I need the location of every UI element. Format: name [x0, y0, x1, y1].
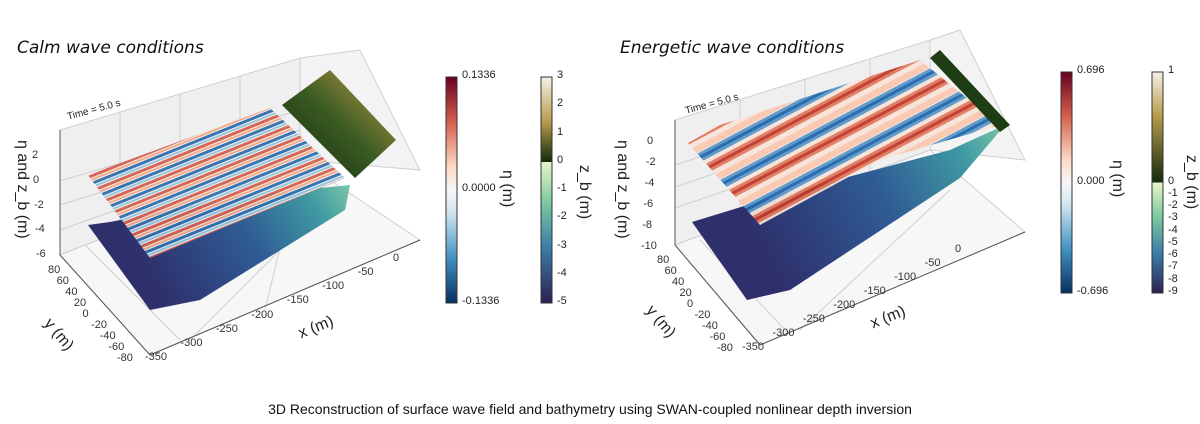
y-tick-label: -20 — [694, 309, 711, 321]
z-tick-label: -4 — [35, 223, 45, 236]
zb-colorbar-tick: -2 — [557, 210, 567, 223]
x-tick-label: -150 — [286, 294, 309, 307]
x-tick-label: -50 — [357, 266, 374, 279]
z-tick-label: 0 — [33, 173, 40, 186]
eta-colorbar-tick: 0.000 — [1077, 174, 1105, 187]
y-tick-label: -80 — [717, 342, 733, 354]
z-tick-label: -4 — [644, 177, 655, 189]
right-zb-colorbar — [1151, 71, 1164, 294]
x-tick-label: -350 — [742, 341, 765, 353]
z-tick-label: -6 — [643, 198, 654, 210]
y-tick-label: -60 — [709, 331, 726, 343]
y-tick-label: 20 — [73, 297, 87, 309]
left-eta-colorbar — [445, 76, 458, 304]
zb-colorbar-tick: -6 — [1168, 248, 1178, 261]
zb-colorbar-tick: -7 — [1168, 260, 1178, 273]
y-tick-label: 40 — [65, 286, 78, 298]
left-panel-title: Calm wave conditions — [17, 38, 204, 58]
eta-colorbar-tick: 0.0000 — [462, 182, 496, 194]
eta-colorbar-tick: -0.696 — [1077, 285, 1109, 297]
zb-colorbar-tick: -5 — [1168, 235, 1178, 248]
y-tick-label: -60 — [108, 341, 125, 353]
right-wave-surface — [688, 60, 1000, 225]
x-tick-label: -300 — [772, 327, 795, 339]
left-zb-colorbar — [540, 76, 553, 304]
x-tick-label: -250 — [215, 322, 238, 335]
x-tick-label: 0 — [955, 243, 962, 255]
zb-colorbar-tick: 1 — [1168, 64, 1175, 76]
zb-colorbar-tick: -5 — [557, 295, 567, 307]
right-bathymetry-surface — [692, 125, 1005, 300]
zb-colorbar-tick: 0 — [1168, 174, 1175, 187]
zb-colorbar-tick: -2 — [1168, 199, 1178, 212]
y-tick-label: 0 — [687, 298, 694, 310]
eta-colorbar-label: η (m) — [1109, 160, 1126, 198]
zb-colorbar-label: z_b (m) — [576, 165, 593, 220]
y-tick-label: -40 — [702, 320, 718, 332]
eta-colorbar-label: η (m) — [499, 170, 516, 208]
z-tick-label: -6 — [36, 248, 46, 260]
y-tick-label: -80 — [117, 352, 133, 364]
zb-colorbar-tick: 0 — [557, 153, 564, 166]
x-tick-label: -250 — [802, 313, 825, 325]
y-tick-label: 20 — [679, 287, 692, 299]
x-tick-label: -300 — [180, 336, 203, 349]
y-tick-label: 40 — [672, 276, 685, 288]
zb-colorbar-label: z_b (m) — [1183, 155, 1200, 210]
x-tick-label: -200 — [251, 308, 274, 321]
y-tick-label: 60 — [56, 275, 69, 287]
zb-colorbar-tick: -1 — [1168, 186, 1178, 199]
x-tick-label: -150 — [863, 285, 886, 297]
eta-colorbar-tick: 0.696 — [1077, 64, 1105, 76]
y-tick-label: 80 — [657, 254, 670, 266]
zb-colorbar-tick: 3 — [557, 69, 564, 81]
x-tick-label: 0 — [393, 252, 400, 264]
right-eta-colorbar — [1060, 71, 1073, 294]
eta-colorbar-tick: -0.1336 — [462, 295, 500, 307]
z-tick-label: -2 — [645, 156, 656, 168]
y-tick-label: 0 — [82, 308, 89, 320]
z-tick-label: 0 — [647, 135, 654, 147]
zb-colorbar-tick: -1 — [557, 182, 567, 194]
z-axis-label: η and z_b (m) — [14, 140, 31, 239]
x-tick-label: -50 — [924, 257, 941, 269]
z-tick-label: -2 — [34, 198, 44, 211]
zb-colorbar-tick: -3 — [557, 238, 567, 251]
x-tick-label: -350 — [145, 351, 168, 363]
z-tick-label: 2 — [32, 149, 39, 161]
x-tick-label: -200 — [833, 299, 856, 311]
left-wave-surface — [88, 108, 345, 258]
figure-caption: 3D Reconstruction of surface wave field … — [268, 401, 912, 417]
zb-colorbar-tick: -4 — [557, 266, 567, 279]
zb-colorbar-tick: 1 — [557, 125, 564, 138]
right-land-surface — [930, 50, 1010, 132]
y-tick-label: 60 — [664, 265, 677, 277]
y-tick-label: -20 — [91, 319, 108, 331]
y-tick-label: -40 — [99, 330, 116, 342]
zb-colorbar-tick: -9 — [1168, 285, 1178, 297]
zb-colorbar-tick: -4 — [1168, 223, 1178, 236]
z-tick-label: -8 — [642, 219, 652, 231]
eta-colorbar-tick: 0.1336 — [462, 69, 496, 81]
x-tick-label: -100 — [322, 280, 345, 293]
right-panel-title: Energetic wave conditions — [620, 38, 845, 58]
y-tick-label: 80 — [48, 264, 61, 276]
z-tick-label: -10 — [641, 240, 657, 252]
zb-colorbar-tick: 2 — [557, 97, 564, 110]
zb-colorbar-tick: -8 — [1168, 272, 1178, 285]
x-tick-label: -100 — [894, 271, 917, 283]
z-axis-label: η and z_b (m) — [614, 140, 631, 239]
zb-colorbar-tick: -3 — [1168, 211, 1178, 224]
left-land-surface — [282, 70, 396, 178]
